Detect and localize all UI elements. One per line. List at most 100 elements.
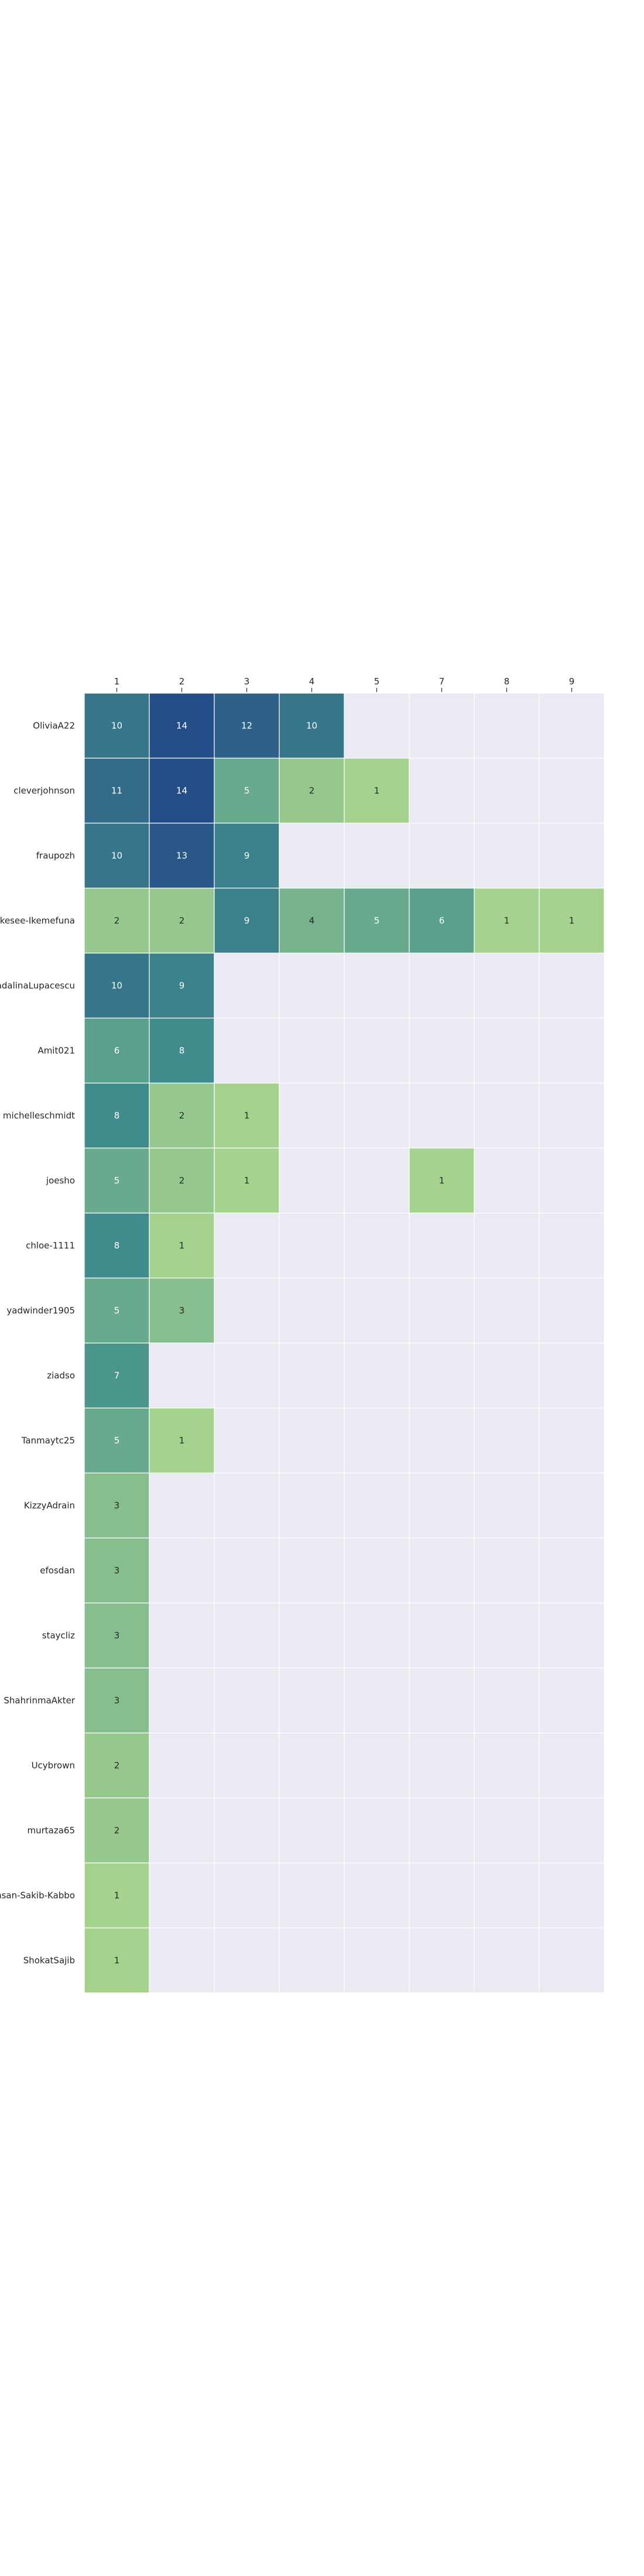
cell-value-label: 5 [244,786,250,796]
empty-cell [539,693,605,759]
empty-cell [474,1862,540,1928]
heatmap-cell [84,1147,150,1214]
cell-value-label: 11 [111,786,122,796]
x-tick-label: 5 [374,676,380,687]
cell-value-label: 1 [114,1890,120,1901]
y-tick-label: ziadso [47,1371,75,1381]
empty-cell [474,953,540,1019]
empty-cell [344,693,410,759]
cell-value-label: 12 [241,721,252,731]
cell-value-label: 5 [374,916,380,926]
heatmap-cell [84,1342,150,1409]
empty-cell [539,1083,605,1149]
empty-cell [344,1667,410,1734]
empty-cell [539,1927,605,1993]
empty-cell [539,1277,605,1344]
empty-cell [149,1472,215,1539]
cell-value-label: 6 [114,1046,120,1056]
heatmap-cell [84,1407,150,1474]
empty-cell [539,1862,605,1928]
y-tick-label: OliviaA22 [33,721,75,731]
heatmap-cell [84,823,150,889]
heatmap-cell [149,758,215,824]
heatmap-cell [409,888,475,954]
empty-cell [344,1407,410,1474]
empty-cell [474,693,540,759]
empty-cell [409,1602,475,1669]
heatmap-cell [84,1018,150,1084]
empty-cell [409,1277,475,1344]
heatmap-cell [149,888,215,954]
empty-cell [279,953,345,1019]
empty-cell [149,1862,215,1928]
cell-value-label: 6 [439,916,445,926]
empty-cell [409,1083,475,1149]
empty-cell [539,1472,605,1539]
cell-value-label: 10 [111,721,122,731]
empty-cell [149,1342,215,1409]
empty-cell [539,1797,605,1864]
empty-cell [214,1407,280,1474]
heatmap-cell [214,1083,280,1149]
cell-value-label: 1 [569,916,575,926]
y-tick-label: ShahrinmaAkter [4,1695,75,1706]
empty-cell [409,1342,475,1409]
empty-cell [409,1732,475,1799]
empty-cell [279,1927,345,1993]
cell-value-label: 1 [179,1436,185,1446]
empty-cell [474,1342,540,1409]
y-tick-label: yadwinder1905 [6,1306,75,1316]
heatmap-cell [409,1147,475,1214]
empty-cell [344,953,410,1019]
empty-cell [409,1472,475,1539]
empty-cell [279,1472,345,1539]
empty-cell [344,1602,410,1669]
cell-value-label: 1 [114,1955,120,1966]
heatmap-cell [149,953,215,1019]
empty-cell [539,1667,605,1734]
cell-value-label: 3 [114,1566,120,1576]
heatmap-cell [84,888,150,954]
empty-cell [474,1083,540,1149]
empty-cell [344,1732,410,1799]
empty-cell [409,823,475,889]
heatmap-cell [539,888,605,954]
cell-value-label: 4 [309,916,315,926]
y-axis-labels: OliviaA22 cleverjohnson fraupozh Ikesee-Ike… [0,721,76,1966]
empty-cell [214,1732,280,1799]
heatmap-cell [474,888,540,954]
empty-cell [279,1277,345,1344]
empty-cell [474,1602,540,1669]
cell-value-label: 14 [176,721,187,731]
y-tick-label: Ikesee-Ikemefuna [0,916,75,926]
empty-cell [149,1537,215,1604]
empty-cell [279,1212,345,1279]
heatmap-cell [84,953,150,1019]
x-tick-label: 7 [439,676,445,687]
x-tick-label: 8 [504,676,510,687]
cell-value-label: 8 [114,1111,120,1121]
empty-cell [409,1667,475,1734]
x-tick-label: 2 [179,676,185,687]
heatmap-cell [214,693,280,759]
empty-cell [474,1147,540,1214]
cell-value-label: 2 [179,1111,185,1121]
empty-cell [214,1862,280,1928]
heatmap-cell [84,1927,150,1993]
empty-cell [279,1537,345,1604]
empty-cell [279,1342,345,1409]
cell-value-label: 10 [306,721,317,731]
cell-value-label: 2 [179,1176,185,1186]
empty-cell [214,1667,280,1734]
empty-cell [344,1018,410,1084]
empty-cell [279,1732,345,1799]
heatmap-cell [84,1537,150,1604]
y-tick-label: Amit021 [37,1046,75,1056]
cell-value-label: 1 [504,916,510,926]
cell-value-label: 14 [176,786,187,796]
cell-value-label: 2 [114,1825,120,1836]
heatmap-cell [84,1083,150,1149]
cell-value-label: 3 [114,1630,120,1641]
empty-cell [474,1407,540,1474]
empty-cell [539,1018,605,1084]
